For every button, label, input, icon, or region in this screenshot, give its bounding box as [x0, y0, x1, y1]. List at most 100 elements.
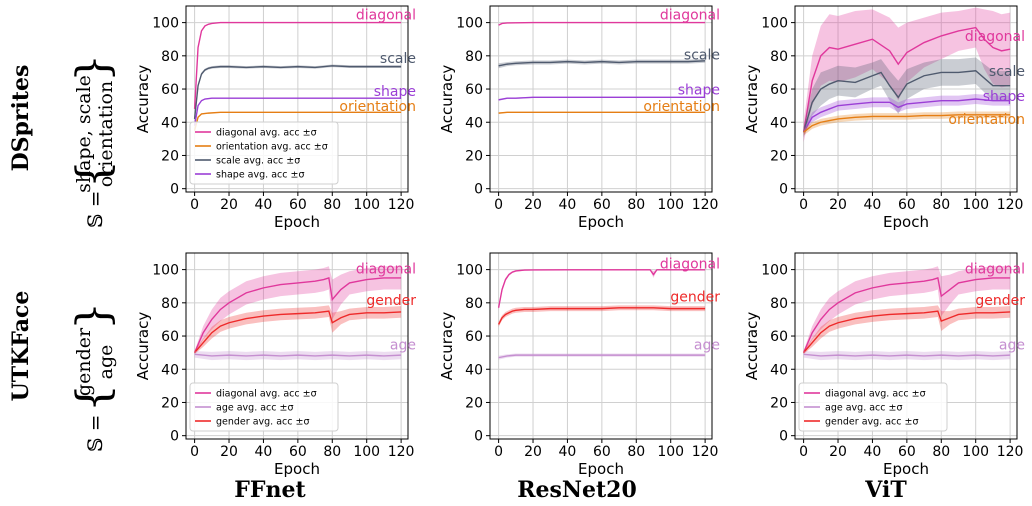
legend-box — [798, 382, 948, 432]
x-tick-label: 120 — [997, 197, 1024, 213]
series-label-diagonal: diagonal — [660, 8, 720, 24]
y-tick-label: 20 — [465, 395, 483, 411]
y-axis-label: Accuracy — [438, 312, 456, 381]
line-diagonal — [802, 26, 1011, 133]
line-shape — [498, 96, 706, 101]
set-line-2: age — [95, 345, 117, 380]
series-label-age: age — [999, 338, 1025, 354]
band-diagonal — [194, 266, 402, 355]
series-label-scale: scale — [989, 64, 1025, 80]
x-tick-label: 60 — [289, 197, 307, 213]
legend-box — [189, 382, 339, 432]
line-scale — [498, 60, 706, 67]
plot-frame — [185, 252, 409, 440]
y-tick-label: 100 — [761, 263, 788, 279]
x-tick-label: 80 — [627, 197, 645, 213]
x-tick-label: 120 — [692, 197, 719, 213]
line-diagonal — [802, 277, 1011, 353]
series-label-orientation: orientation — [643, 99, 720, 115]
y-tick-label: 60 — [465, 329, 483, 345]
legend-entry-diagonal: diagonal avg. acc ±σ — [216, 389, 317, 400]
set-line-1: gender — [73, 327, 95, 396]
y-tick-label: 40 — [770, 362, 788, 378]
y-tick-label: 20 — [161, 395, 179, 411]
x-tick-label: 80 — [932, 197, 950, 213]
band-gender — [803, 305, 1011, 355]
band-scale — [803, 57, 1011, 138]
x-tick-label: 0 — [494, 444, 503, 460]
x-tick-label: 40 — [864, 444, 882, 460]
x-tick-label: 100 — [657, 197, 684, 213]
legend-entry-diagonal: diagonal avg. acc ±σ — [216, 128, 317, 139]
y-tick-label: 60 — [161, 329, 179, 345]
column-label-resnet20: ResNet20 — [517, 477, 637, 503]
chart-dsprites-vit: 0 20 40 60 80 100 120 0 20 40 60 80 100 Epoch Accuracy… — [743, 5, 1025, 231]
chart-dsprites-resnet20: 0 20 40 60 80 100 120 0 20 40 60 80 100 Epoch Accuracy… — [438, 5, 720, 231]
y-axis-label: Accuracy — [134, 312, 152, 381]
line-age — [498, 354, 706, 359]
y-tick-label: 20 — [465, 148, 483, 164]
y-tick-label: 80 — [161, 296, 179, 312]
y-tick-label: 100 — [152, 16, 179, 32]
y-axis-label: Accuracy — [743, 312, 761, 381]
legend-entry-age: age avg. acc ±σ — [825, 403, 903, 414]
series-label-diagonal: diagonal — [965, 261, 1025, 277]
y-tick-label: 100 — [761, 16, 788, 32]
x-tick-label: 60 — [593, 197, 611, 213]
x-tick-label: 20 — [524, 444, 542, 460]
x-tick-label: 40 — [559, 197, 577, 213]
x-tick-label: 40 — [255, 444, 273, 460]
line-gender — [497, 307, 706, 325]
x-tick-label: 120 — [997, 444, 1024, 460]
series-label-diagonal: diagonal — [356, 8, 416, 24]
row-label-dsprites: DSprites — [8, 65, 34, 172]
set-brace-left: { — [68, 160, 119, 188]
y-tick-label: 80 — [770, 296, 788, 312]
x-tick-label: 120 — [692, 444, 719, 460]
x-axis-label: Epoch — [883, 460, 929, 478]
x-tick-label: 120 — [388, 444, 415, 460]
y-tick-label: 40 — [465, 115, 483, 131]
y-tick-label: 100 — [456, 263, 483, 279]
series-label-scale: scale — [684, 47, 720, 63]
x-tick-label: 120 — [388, 197, 415, 213]
x-tick-label: 20 — [829, 197, 847, 213]
line-gender — [803, 310, 1011, 354]
y-tick-label: 80 — [161, 49, 179, 65]
x-tick-label: 100 — [353, 197, 380, 213]
band-gender — [498, 305, 706, 327]
line-diagonal — [498, 21, 706, 26]
band-gender — [194, 305, 402, 355]
x-tick-label: 20 — [220, 444, 238, 460]
y-tick-label: 20 — [161, 148, 179, 164]
y-tick-label: 40 — [161, 362, 179, 378]
line-diagonal — [193, 21, 402, 110]
x-tick-label: 20 — [829, 444, 847, 460]
x-tick-label: 80 — [932, 444, 950, 460]
y-tick-label: 100 — [152, 263, 179, 279]
line-shape — [802, 98, 1011, 133]
line-scale — [802, 70, 1011, 133]
line-age — [194, 353, 402, 357]
y-axis-label: Accuracy — [134, 65, 152, 134]
y-tick-label: 60 — [161, 82, 179, 98]
x-axis-label: Epoch — [274, 213, 320, 231]
legend-entry-diagonal: diagonal avg. acc ±σ — [825, 389, 926, 400]
x-axis-label: Epoch — [578, 213, 624, 231]
x-tick-label: 80 — [627, 444, 645, 460]
plot-frame — [185, 5, 409, 193]
set-prefix: 𝕊 = — [83, 190, 107, 228]
x-tick-label: 0 — [494, 197, 503, 213]
chart-utkface-vit: 0 20 40 60 80 100 120 0 20 40 60 80 100 Epoch Accuracy… — [743, 252, 1025, 478]
x-tick-label: 100 — [962, 444, 989, 460]
y-axis-label: Accuracy — [743, 65, 761, 134]
x-axis-label: Epoch — [274, 460, 320, 478]
legend: diagonal avg. acc ±σ age avg. acc ±σ gende… — [798, 382, 948, 432]
row-label-utkface: UTKFace — [8, 291, 34, 402]
y-axis-label: Accuracy — [438, 65, 456, 134]
x-tick-label: 0 — [799, 444, 808, 460]
series-label-age: age — [694, 338, 720, 354]
column-label-ffnet: FFnet — [234, 477, 306, 503]
x-tick-label: 0 — [799, 197, 808, 213]
legend-entry-age: age avg. acc ±σ — [216, 403, 294, 414]
